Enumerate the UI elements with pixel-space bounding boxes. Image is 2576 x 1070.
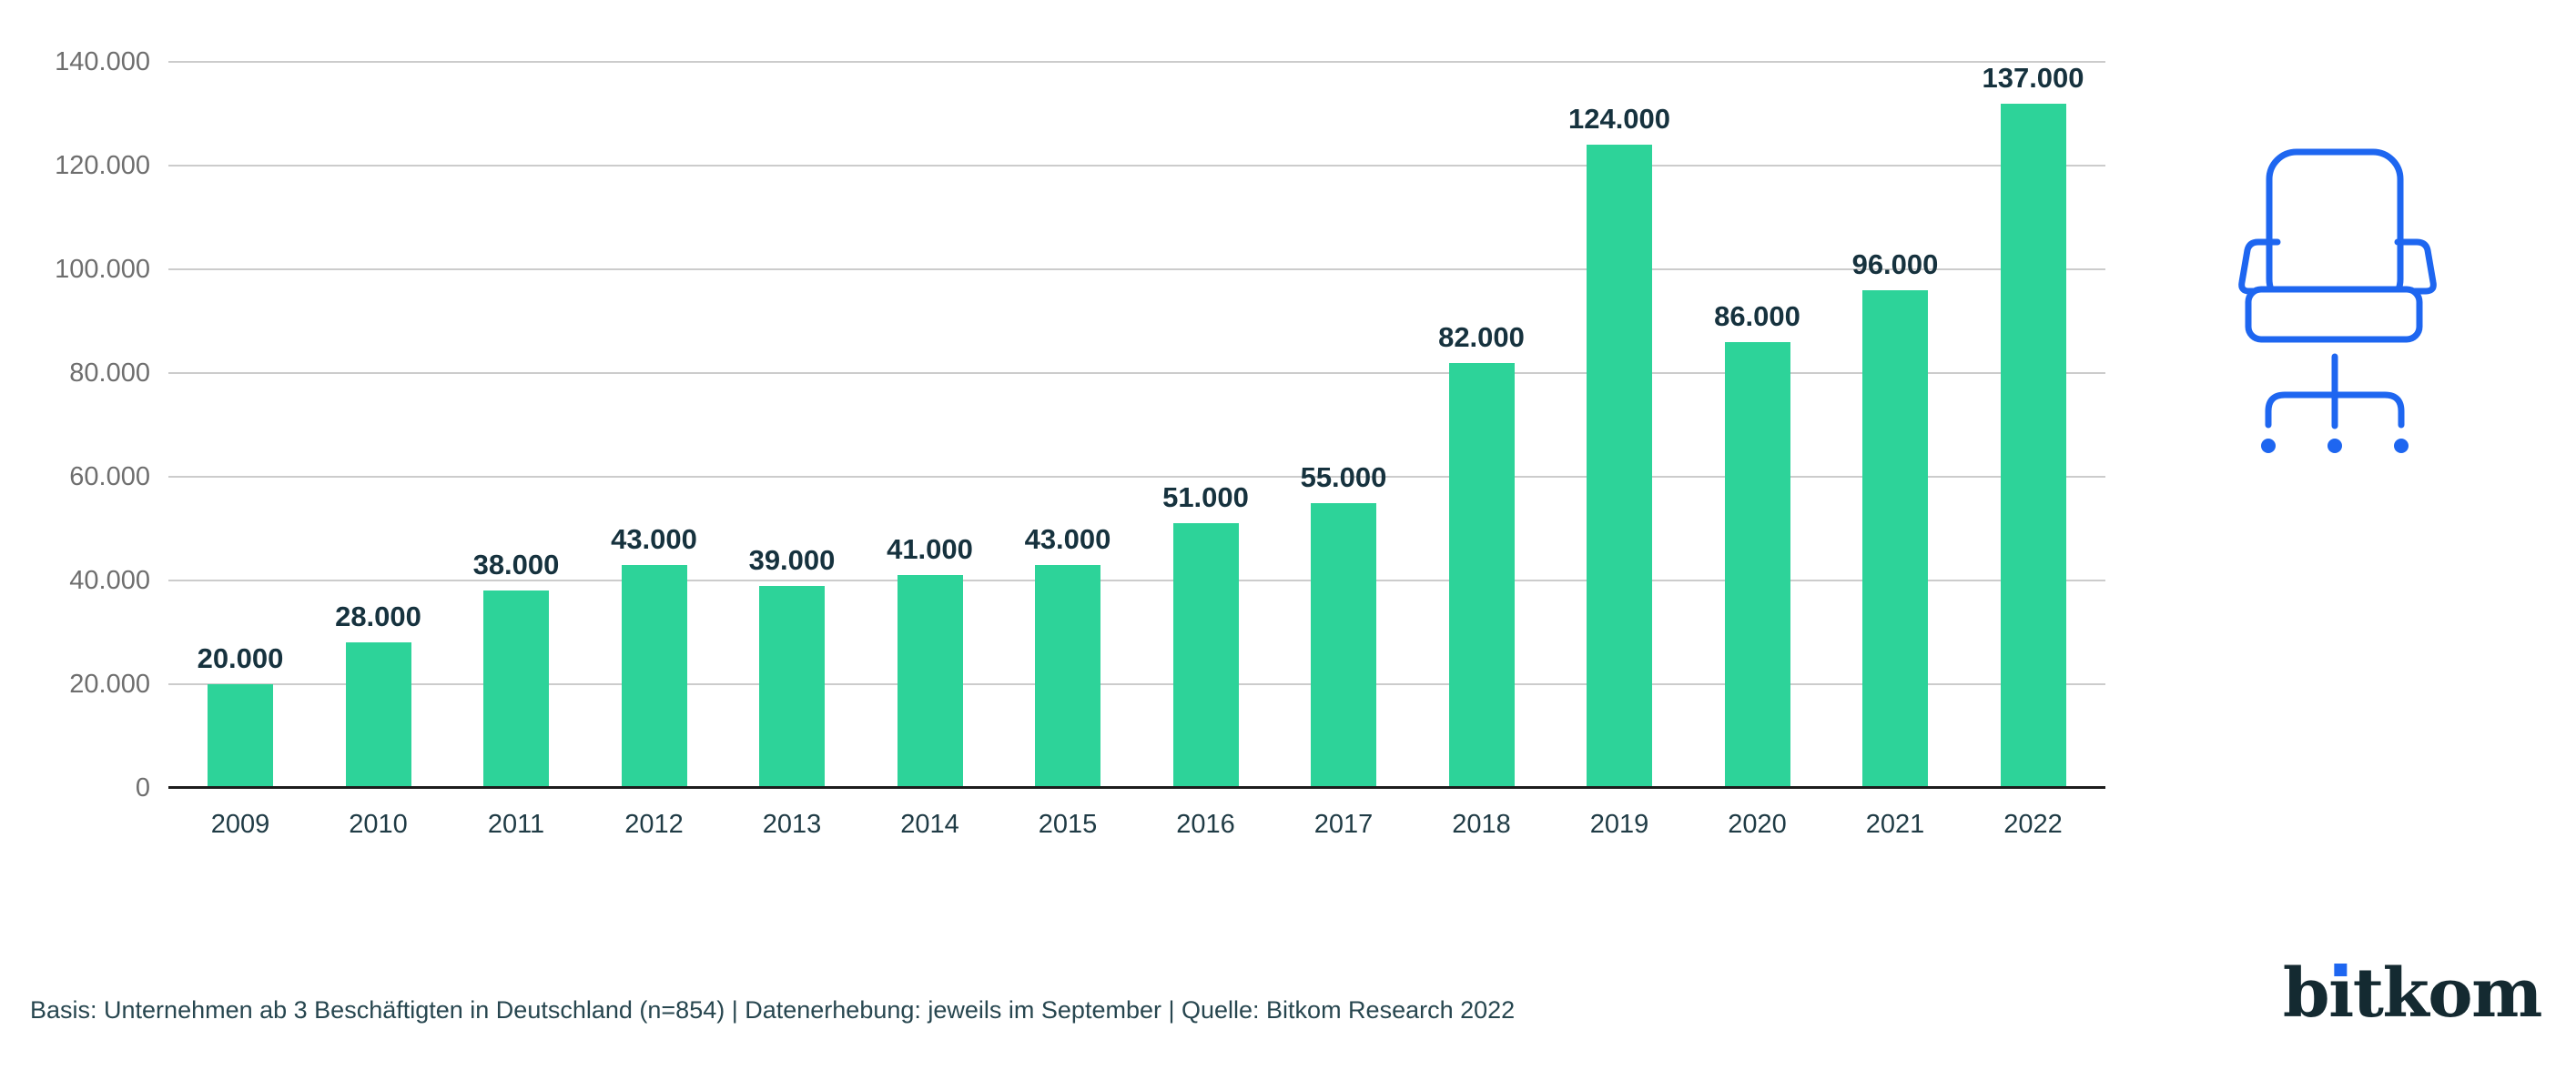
bar-column-2022: 137.000 [1947,62,2120,788]
bar-value-label: 39.000 [748,543,836,576]
x-axis-label-2014: 2014 [900,810,959,839]
x-axis-label-2016: 2016 [1176,810,1235,839]
bar-value-label: 55.000 [1300,460,1387,493]
gridline-140.000 [168,61,2105,63]
bar-2016 [1172,523,1239,788]
chair-armrest-right [2394,238,2437,295]
gridline-120.000 [168,165,2105,167]
logo-i-dot [2334,964,2348,976]
bar-2020 [1724,341,1790,788]
bar-column-2012: 43.000 [568,62,741,788]
x-axis-label-2013: 2013 [762,810,822,839]
x-axis-label-2010: 2010 [349,810,408,839]
bar-2010 [345,642,411,788]
y-axis-tick-label: 60.000 [69,462,150,491]
bar-value-label: 86.000 [1714,299,1800,332]
office-chair-icon [2238,148,2437,453]
x-axis-label-2018: 2018 [1452,810,1511,839]
x-axis-label-2012: 2012 [624,810,684,839]
y-axis-tick-label: 100.000 [55,255,150,284]
bar-column-2018: 82.000 [1395,62,1568,788]
bar-column-2010: 28.000 [292,62,465,788]
bar-column-2013: 39.000 [705,62,878,788]
chair-backrest [2266,148,2404,310]
bar-value-label: 41.000 [887,533,973,566]
bitkom-logo: bı tkom [2282,954,2543,1033]
source-note: Basis: Unternehmen ab 3 Beschäftigten in… [30,996,1516,1024]
bar-value-label: 82.000 [1438,320,1525,353]
bar-value-label: 96.000 [1851,247,1939,280]
gridline-60.000 [168,476,2105,478]
x-axis-line [168,786,2105,789]
chair-caster-middle [2328,439,2342,453]
bar-value-label: 20.000 [197,642,284,674]
x-axis-label-2015: 2015 [1038,810,1098,839]
bar-column-2017: 55.000 [1257,62,1430,788]
bar-2015 [1035,564,1100,788]
bar-2012 [621,564,687,788]
y-axis-tick-label: 140.000 [55,47,150,76]
bar-value-label: 124.000 [1567,103,1671,136]
chair-legs [2265,391,2405,429]
bar-column-2021: 96.000 [1809,62,1982,788]
bar-value-label: 28.000 [335,601,421,633]
chair-armrest-left [2238,238,2281,295]
bar-2022 [2000,104,2066,788]
bar-column-2016: 51.000 [1120,62,1293,788]
bar-2018 [1448,362,1515,788]
gridline-80.000 [168,372,2105,374]
bar-2009 [208,684,273,788]
x-axis-label-2020: 2020 [1728,810,1787,839]
chair-caster-right [2394,439,2409,453]
gridline-100.000 [168,268,2105,270]
y-axis-tick-label: 20.000 [69,670,150,699]
y-axis-tick-label: 0 [135,773,150,802]
x-axis-label-2022: 2022 [2003,810,2063,839]
chart-plot-area: 20.000 2009 28.000 2010 38.000 2011 43.000 2012… [168,61,2105,839]
gridline-20.000 [168,683,2105,685]
x-axis-label-2021: 2021 [1865,810,1925,839]
bar-2021 [1862,289,1928,788]
bar-2011 [483,591,549,788]
bar-2017 [1311,502,1376,788]
bar-value-label: 43.000 [1024,522,1111,555]
bar-value-label: 38.000 [472,549,560,581]
x-axis-label-2017: 2017 [1313,810,1374,839]
bar-value-label: 137.000 [1982,62,2084,94]
bar-column-2015: 43.000 [981,62,1154,788]
bar-column-2009: 20.000 [154,62,327,788]
chair-seat [2245,286,2423,343]
gridline-40.000 [168,580,2105,581]
bar-2019 [1587,145,1652,788]
x-axis-label-2019: 2019 [1589,810,1649,839]
bar-2013 [759,585,825,788]
logo-letter-i: ı [2328,954,2354,1033]
y-axis-tick-label: 120.000 [55,151,150,180]
bar-value-label: 43.000 [611,522,697,555]
x-axis-label-2011: 2011 [487,810,545,839]
bar-value-label: 51.000 [1162,481,1249,514]
bar-column-2020: 86.000 [1671,62,1844,788]
bar-column-2014: 41.000 [844,62,1017,788]
bar-column-2019: 124.000 [1533,62,1706,788]
chair-caster-left [2261,439,2276,453]
bar-column-2011: 38.000 [430,62,603,788]
y-axis-tick-label: 40.000 [69,566,150,595]
bar-2014 [897,575,963,788]
x-axis-label-2009: 2009 [210,810,270,839]
y-axis-tick-label: 80.000 [69,358,150,388]
